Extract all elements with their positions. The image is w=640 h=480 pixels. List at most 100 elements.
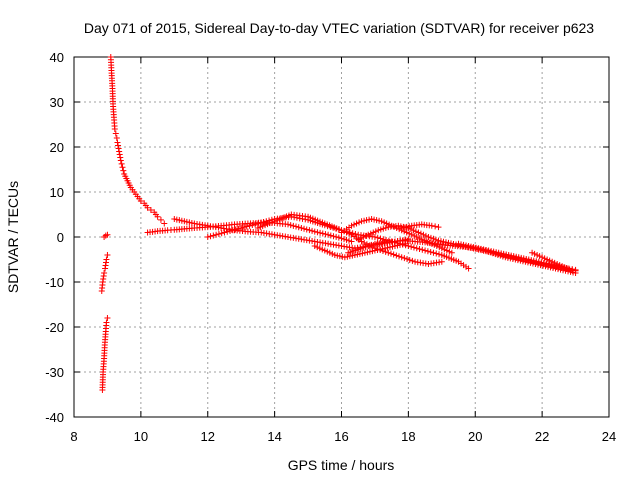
data-point — [396, 253, 403, 260]
data-point — [346, 230, 353, 237]
data-point — [483, 246, 490, 253]
data-point — [364, 249, 371, 256]
data-point — [178, 217, 185, 224]
data-point — [117, 157, 124, 164]
data-point — [384, 244, 391, 251]
data-point — [545, 261, 552, 267]
data-point — [120, 167, 127, 174]
data-point — [343, 236, 350, 243]
data-point — [293, 223, 300, 230]
x-tick-label: 20 — [468, 429, 482, 444]
data-point — [298, 225, 305, 231]
data-point — [361, 249, 368, 256]
data-point — [221, 229, 228, 236]
data-point — [101, 270, 108, 276]
data-point — [330, 233, 337, 240]
data-point — [218, 230, 225, 237]
data-point — [432, 223, 439, 230]
data-point — [157, 216, 164, 223]
data-point — [416, 246, 423, 252]
data-point — [533, 258, 540, 265]
y-tick-label: 30 — [50, 95, 64, 110]
data-point — [480, 246, 487, 253]
data-point — [422, 247, 429, 254]
data-point — [335, 234, 342, 241]
y-tick-label: 0 — [57, 230, 64, 245]
data-point — [339, 253, 346, 260]
data-point — [403, 229, 410, 236]
data-point — [534, 252, 541, 258]
data-point — [333, 233, 340, 240]
data-point — [115, 145, 122, 152]
data-point — [336, 253, 343, 260]
data-point — [369, 248, 376, 255]
data-point — [357, 235, 364, 242]
data-point — [450, 240, 457, 247]
data-point — [485, 247, 492, 254]
data-point — [416, 235, 423, 242]
data-point — [425, 234, 432, 240]
data-point — [530, 257, 537, 264]
data-point — [382, 224, 389, 231]
data-point — [541, 255, 548, 262]
data-point — [520, 255, 527, 262]
data-point — [436, 251, 443, 258]
data-point — [368, 241, 375, 248]
data-point — [473, 244, 480, 251]
data-point — [475, 245, 482, 252]
data-point — [227, 228, 234, 234]
data-point — [430, 235, 437, 242]
data-point — [465, 265, 472, 272]
data-point — [347, 248, 354, 255]
data-point — [428, 240, 435, 247]
data-point — [377, 226, 384, 233]
data-point — [324, 248, 331, 255]
data-point — [137, 198, 144, 204]
series-arc-d — [107, 54, 168, 227]
data-point — [344, 253, 351, 260]
data-point — [319, 246, 326, 253]
data-point — [408, 243, 415, 250]
data-point — [371, 234, 378, 240]
data-point — [348, 222, 355, 229]
series-arc-b — [98, 252, 111, 294]
data-point — [341, 254, 348, 261]
data-point — [569, 267, 576, 274]
data-point — [204, 234, 211, 240]
data-point — [386, 244, 393, 251]
x-tick-label: 8 — [70, 429, 77, 444]
data-point — [365, 243, 372, 249]
data-point — [379, 245, 386, 252]
data-point — [290, 222, 297, 229]
series-arc-o — [529, 249, 576, 274]
data-point — [436, 244, 443, 251]
data-point — [338, 235, 345, 242]
data-point — [438, 258, 445, 265]
data-point — [181, 218, 188, 225]
data-point — [433, 250, 440, 257]
data-point — [311, 228, 318, 235]
data-point — [358, 238, 365, 245]
data-point — [432, 236, 439, 243]
data-point — [508, 252, 515, 259]
data-point — [119, 164, 126, 171]
data-point — [360, 244, 367, 251]
data-point — [468, 243, 475, 250]
data-point — [495, 249, 502, 256]
data-point — [362, 232, 369, 239]
data-point — [365, 231, 372, 238]
data-point — [115, 142, 122, 149]
data-point — [427, 234, 434, 241]
data-point — [117, 154, 124, 161]
data-point — [418, 236, 425, 243]
data-point — [114, 139, 121, 146]
data-point — [354, 251, 361, 258]
data-point — [351, 221, 358, 228]
ticks-group: 8 10 12 14 16 18 20 22 24 -40 -30 -20 -10 0 10 20 30 40 — [45, 50, 616, 444]
data-point — [260, 219, 267, 225]
data-point — [548, 261, 555, 268]
x-tick-label: 12 — [201, 429, 215, 444]
data-point — [406, 223, 413, 230]
data-point — [435, 237, 442, 244]
data-point — [295, 224, 302, 231]
